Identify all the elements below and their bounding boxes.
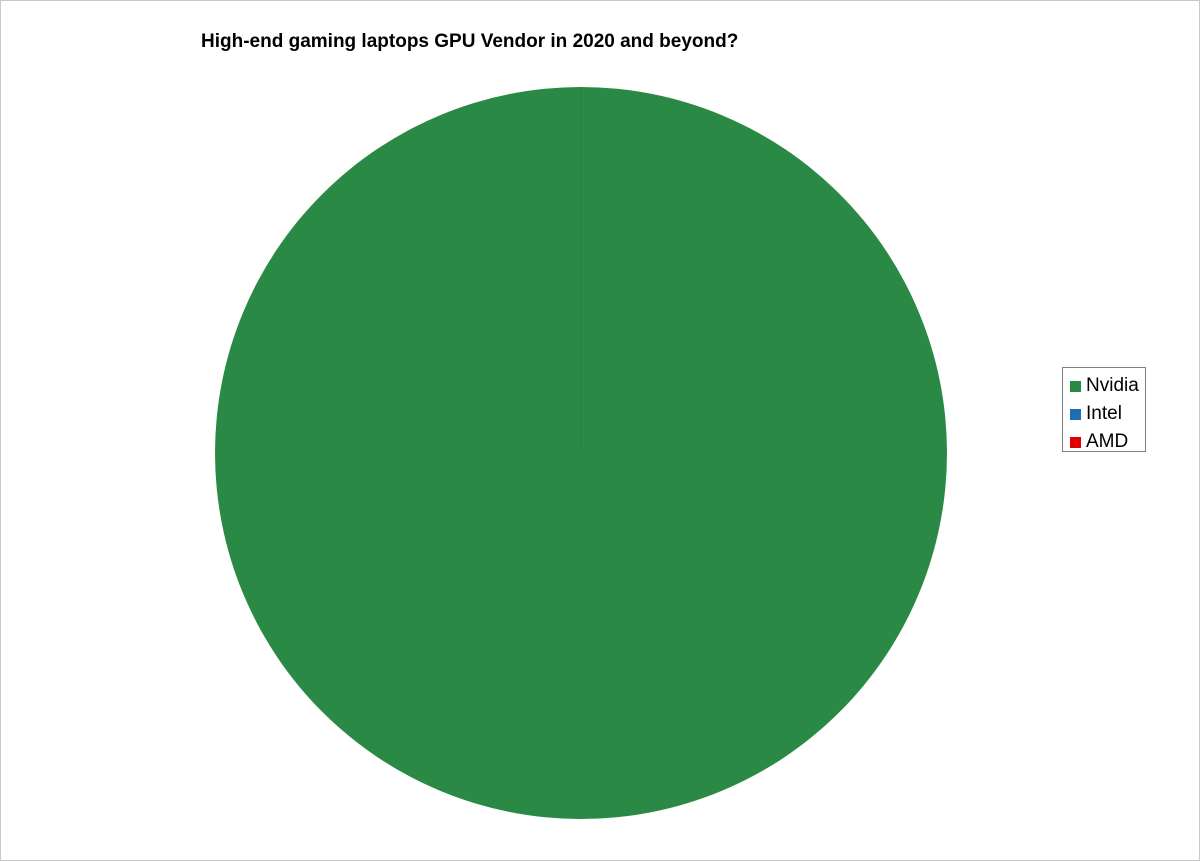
legend-item-nvidia: Nvidia (1063, 372, 1145, 400)
legend-label-amd: AMD (1086, 431, 1129, 452)
pie-slices (215, 87, 947, 819)
legend-swatch-nvidia (1070, 380, 1081, 392)
legend-label-nvidia: Nvidia (1086, 375, 1139, 396)
legend-item-intel: Intel (1063, 400, 1145, 428)
legend: Nvidia Intel AMD (1062, 367, 1146, 452)
chart-title: High-end gaming laptops GPU Vendor in 20… (201, 31, 739, 52)
legend-label-intel: Intel (1086, 403, 1122, 424)
legend-swatch-amd (1070, 436, 1081, 448)
legend-item-amd: AMD (1063, 428, 1145, 456)
legend-swatch-intel (1070, 408, 1081, 420)
